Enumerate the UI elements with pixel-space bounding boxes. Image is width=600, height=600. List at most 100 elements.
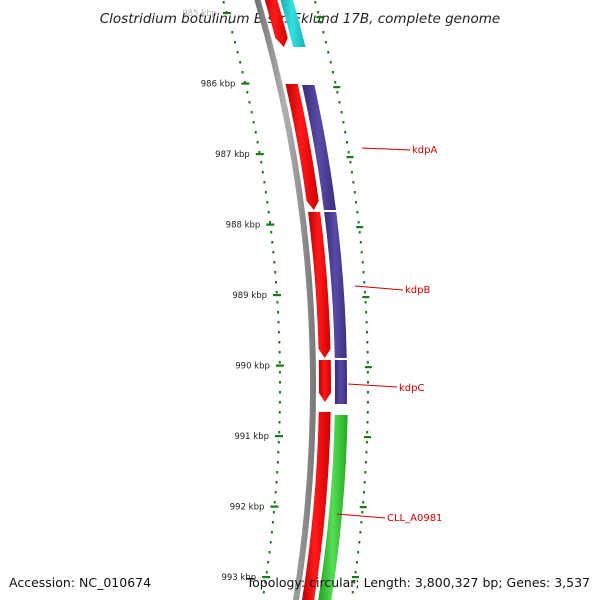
minor-tick-dot: [363, 291, 366, 294]
cds-feature-kdpC[interactable]: [334, 360, 347, 404]
major-tick-outer: [362, 296, 370, 299]
minor-tick-dot: [367, 391, 369, 394]
minor-tick-dot: [362, 501, 365, 504]
scale-tick-label: 986 kbp: [201, 80, 236, 90]
minor-tick-dot: [278, 421, 281, 424]
label-leader-line: [354, 285, 404, 291]
minor-tick-dot: [366, 371, 369, 374]
scale-tick-label: 990 kbp: [235, 362, 270, 372]
minor-tick-dot: [274, 271, 277, 274]
other-feature[interactable]: [279, 0, 306, 47]
minor-tick-dot: [273, 501, 276, 504]
minor-tick-dot: [278, 411, 281, 414]
forward-feature[interactable]: [308, 212, 331, 358]
minor-tick-dot: [317, 11, 320, 14]
minor-tick-dot: [272, 251, 275, 254]
gene-label-text: kdpB: [405, 285, 430, 296]
scale-tick-label: 985 kbp: [182, 9, 217, 19]
forward-feature[interactable]: [285, 84, 319, 210]
minor-tick-dot: [366, 411, 369, 414]
minor-tick-dot: [359, 241, 362, 244]
cds-feature-CLL_A0981[interactable]: [317, 415, 348, 600]
minor-tick-dot: [342, 121, 345, 124]
cds-feature-kdpB[interactable]: [324, 212, 347, 358]
minor-tick-dot: [366, 361, 369, 364]
minor-tick-dot: [236, 51, 239, 54]
minor-tick-dot: [278, 341, 281, 344]
minor-tick-dot: [354, 571, 357, 574]
major-tick-outer: [356, 226, 364, 229]
minor-tick-dot: [262, 591, 265, 594]
minor-tick-dot: [353, 581, 356, 584]
minor-tick-dot: [351, 591, 354, 594]
minor-tick-dot: [334, 81, 337, 84]
minor-tick-dot: [254, 131, 257, 134]
minor-ticks: [222, 1, 372, 594]
minor-tick-dot: [241, 71, 244, 74]
minor-tick-dot: [366, 341, 369, 344]
scale-tick-mark: [222, 12, 231, 15]
minor-tick-dot: [277, 441, 280, 444]
minor-tick-dot: [234, 41, 236, 44]
minor-tick-dot: [264, 581, 267, 584]
minor-tick-dot: [357, 551, 360, 554]
minor-tick-dot: [361, 261, 364, 264]
minor-tick-dot: [277, 331, 280, 334]
minor-tick-dot: [357, 221, 360, 224]
minor-tick-dot: [268, 551, 271, 554]
scale-tick-mark: [275, 435, 283, 438]
minor-tick-dot: [364, 471, 367, 474]
minor-tick-dot: [332, 71, 334, 74]
minor-tick-dot: [256, 141, 259, 144]
major-tick-outer: [333, 86, 341, 89]
minor-tick-dot: [366, 401, 369, 404]
minor-tick-dot: [363, 481, 366, 484]
minor-tick-dot: [366, 431, 369, 434]
forward-feature[interactable]: [263, 0, 288, 47]
minor-tick-dot: [275, 281, 277, 284]
minor-tick-dot: [272, 511, 275, 514]
backbone-ring: [254, 0, 316, 600]
minor-tick-dot: [271, 241, 274, 244]
gene-label-text: kdpA: [412, 145, 437, 156]
major-tick-outer: [316, 16, 324, 19]
minor-tick-dot: [349, 161, 352, 164]
gene-label-kdpB[interactable]: kdpB: [354, 285, 430, 296]
gene-label-kdpC[interactable]: kdpC: [347, 383, 424, 394]
gene-label-CLL_A0981[interactable]: CLL_A0981: [336, 513, 442, 524]
minor-tick-dot: [244, 81, 246, 84]
minor-tick-dot: [322, 31, 325, 34]
minor-tick-dot: [276, 471, 279, 474]
minor-tick-dot: [248, 101, 251, 104]
topology-info-text: Topology: circular; Length: 3,800,327 bp…: [246, 575, 590, 590]
minor-tick-dot: [270, 531, 273, 534]
minor-tick-dot: [267, 211, 270, 214]
major-tick-outer: [359, 506, 367, 509]
label-leader-line: [336, 513, 386, 519]
major-tick-outer: [346, 156, 354, 159]
scale-tick-mark: [275, 364, 284, 367]
forward-feature[interactable]: [318, 360, 332, 402]
minor-tick-dot: [273, 261, 276, 264]
minor-tick-dot: [231, 31, 234, 34]
cds-feature-kdpA[interactable]: [302, 85, 336, 210]
minor-tick-dot: [271, 521, 274, 524]
forward-feature[interactable]: [301, 412, 331, 600]
scale-ticks: 985 kbp 986 kbp 987 kbp 988 kbp 989 kbp 990 k…: [182, 9, 284, 583]
scale-tick-mark: [241, 82, 250, 85]
gene-label-kdpA[interactable]: kdpA: [361, 145, 437, 156]
minor-tick-dot: [352, 181, 355, 184]
scale-tick-mark: [273, 294, 281, 297]
scale-tick-mark: [270, 505, 279, 508]
minor-tick-dot: [275, 291, 278, 294]
minor-tick-dot: [278, 361, 281, 364]
minor-tick-dot: [277, 451, 280, 454]
backbone-arc: [254, 0, 316, 600]
minor-tick-dot: [274, 491, 277, 494]
minor-tick-dot: [263, 181, 266, 184]
minor-tick-dot: [365, 451, 368, 454]
label-leader-line: [361, 147, 411, 151]
scale-tick-label: 987 kbp: [215, 150, 250, 160]
minor-tick-dot: [338, 101, 341, 104]
minor-tick-dot: [264, 191, 267, 194]
